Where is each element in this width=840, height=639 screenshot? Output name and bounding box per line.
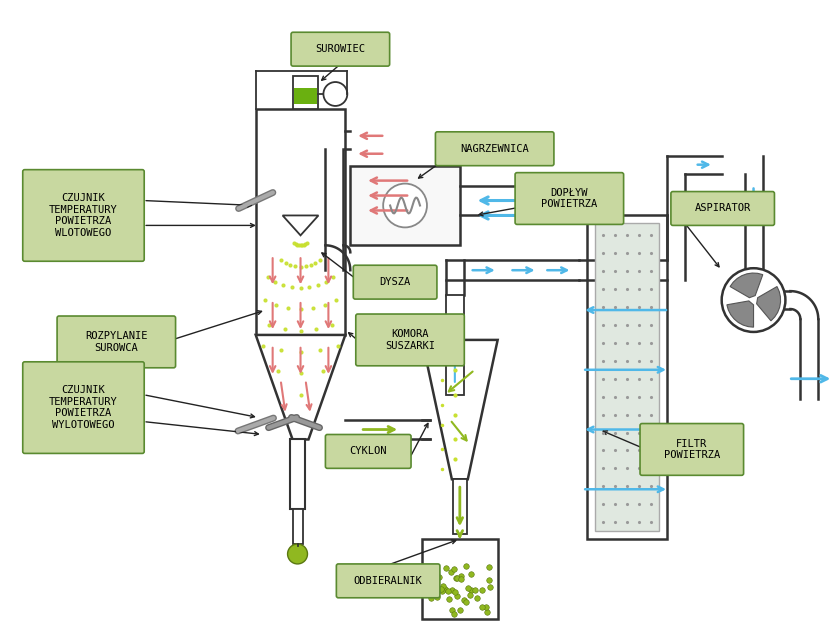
Circle shape <box>287 544 307 564</box>
FancyBboxPatch shape <box>671 192 774 226</box>
Bar <box>293 88 318 104</box>
Polygon shape <box>757 286 780 321</box>
Text: ASPIRATOR: ASPIRATOR <box>695 203 751 213</box>
Bar <box>596 224 659 531</box>
Polygon shape <box>730 273 763 298</box>
Bar <box>350 166 459 245</box>
FancyBboxPatch shape <box>422 539 497 619</box>
Polygon shape <box>727 301 753 327</box>
Bar <box>292 509 302 544</box>
Bar <box>446 295 464 395</box>
FancyBboxPatch shape <box>23 169 144 261</box>
Bar <box>290 440 306 509</box>
Text: ODBIERALNIK: ODBIERALNIK <box>354 576 423 586</box>
Text: CZUJNIK
TEMPERATURY
POWIETRZA
WYLOTOWEGO: CZUJNIK TEMPERATURY POWIETRZA WYLOTOWEGO <box>49 385 118 430</box>
FancyBboxPatch shape <box>291 32 390 66</box>
Text: NAGRZEWNICA: NAGRZEWNICA <box>460 144 529 154</box>
Polygon shape <box>282 215 318 235</box>
Text: CZUJNIK
TEMPERATURY
POWIETRZA
WLOTOWEGO: CZUJNIK TEMPERATURY POWIETRZA WLOTOWEGO <box>49 193 118 238</box>
Bar <box>255 109 345 335</box>
Text: CYKLON: CYKLON <box>349 447 387 456</box>
FancyBboxPatch shape <box>435 132 554 166</box>
Bar <box>587 215 667 539</box>
FancyBboxPatch shape <box>325 435 411 468</box>
Text: KOMORA
SUSZARKI: KOMORA SUSZARKI <box>385 329 435 351</box>
FancyBboxPatch shape <box>515 173 623 224</box>
FancyBboxPatch shape <box>336 564 440 598</box>
Circle shape <box>722 268 785 332</box>
FancyBboxPatch shape <box>356 314 465 366</box>
FancyBboxPatch shape <box>640 424 743 475</box>
Text: ROZPYLANIE
SUROWCA: ROZPYLANIE SUROWCA <box>85 331 148 353</box>
Text: DOPŁYW
POWIETRZA: DOPŁYW POWIETRZA <box>541 188 597 210</box>
Text: SUROWIEC: SUROWIEC <box>315 44 365 54</box>
FancyBboxPatch shape <box>354 265 437 299</box>
Bar <box>292 76 318 109</box>
Text: DYSZA: DYSZA <box>380 277 411 287</box>
Circle shape <box>323 82 347 106</box>
Polygon shape <box>255 335 345 440</box>
FancyBboxPatch shape <box>57 316 176 368</box>
FancyBboxPatch shape <box>23 362 144 454</box>
Bar <box>453 479 467 534</box>
Polygon shape <box>422 340 497 479</box>
Circle shape <box>383 183 427 227</box>
Text: FILTR
POWIETRZA: FILTR POWIETRZA <box>664 438 720 460</box>
